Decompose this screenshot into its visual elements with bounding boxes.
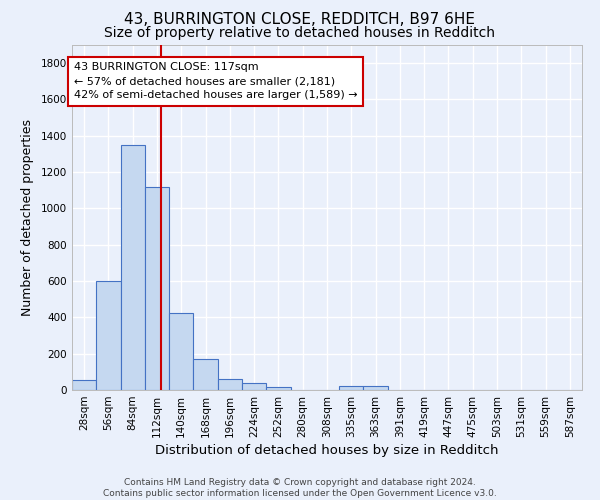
Text: Contains HM Land Registry data © Crown copyright and database right 2024.
Contai: Contains HM Land Registry data © Crown c… (103, 478, 497, 498)
Bar (145, 186, 169, 390)
Text: Size of property relative to detached houses in Redditch: Size of property relative to detached ho… (104, 26, 496, 40)
Bar (266, 388, 290, 390)
Bar (218, 379, 242, 390)
Bar (364, 386, 388, 390)
Bar (339, 386, 364, 390)
Bar (193, 359, 218, 390)
Bar (96, 281, 121, 390)
Text: 43 BURRINGTON CLOSE: 117sqm
← 57% of detached houses are smaller (2,181)
42% of : 43 BURRINGTON CLOSE: 117sqm ← 57% of det… (74, 62, 358, 100)
Bar (72, 380, 96, 390)
Bar (121, 145, 145, 390)
Y-axis label: Number of detached properties: Number of detached properties (21, 119, 34, 316)
Bar (242, 382, 266, 390)
Bar (169, 313, 193, 390)
Text: 43, BURRINGTON CLOSE, REDDITCH, B97 6HE: 43, BURRINGTON CLOSE, REDDITCH, B97 6HE (125, 12, 476, 28)
X-axis label: Distribution of detached houses by size in Redditch: Distribution of detached houses by size … (155, 444, 499, 457)
